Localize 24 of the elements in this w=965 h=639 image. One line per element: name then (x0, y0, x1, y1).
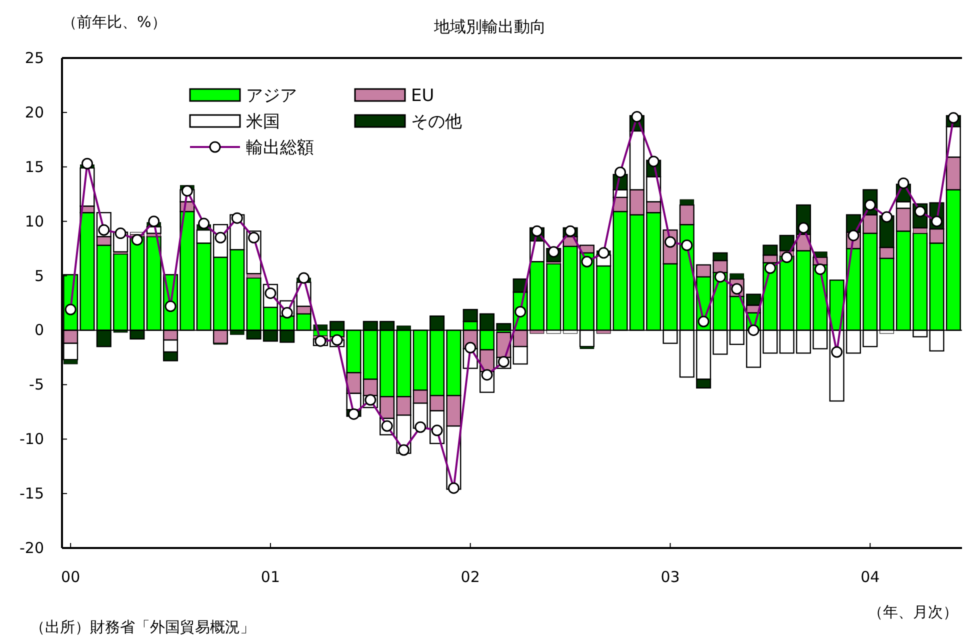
x-tick-label: 02 (460, 568, 480, 586)
legend-label: その他 (411, 112, 462, 132)
x-tick-label: 03 (660, 568, 680, 586)
y-tick-label: 25 (24, 49, 44, 67)
y-tick-label: 10 (24, 212, 44, 230)
x-tick-label: 01 (260, 568, 280, 586)
y-tick-label: -10 (20, 430, 44, 448)
y-tick-label: 5 (34, 266, 44, 285)
text: （出所）財務省「外国貿易概況」 (30, 618, 255, 636)
text: （前年比、%） (62, 13, 166, 31)
legend-label: 米国 (246, 112, 280, 132)
y-tick-label: 0 (34, 321, 44, 340)
y-tick-label: 15 (24, 158, 44, 176)
legend-label: EU (411, 86, 434, 106)
legend-label: 輸出総額 (246, 138, 314, 158)
y-tick-label: -15 (20, 484, 44, 503)
legend-label: アジア (246, 86, 297, 106)
x-tick-label: 00 (61, 568, 80, 586)
chart-title: 地域別輸出動向 (433, 17, 546, 36)
x-tick-label: 04 (860, 568, 880, 586)
y-tick-label: 20 (24, 103, 44, 122)
text: （年、月次） (868, 603, 958, 621)
y-tick-label: -5 (29, 376, 44, 394)
y-tick-label: -20 (20, 539, 44, 557)
